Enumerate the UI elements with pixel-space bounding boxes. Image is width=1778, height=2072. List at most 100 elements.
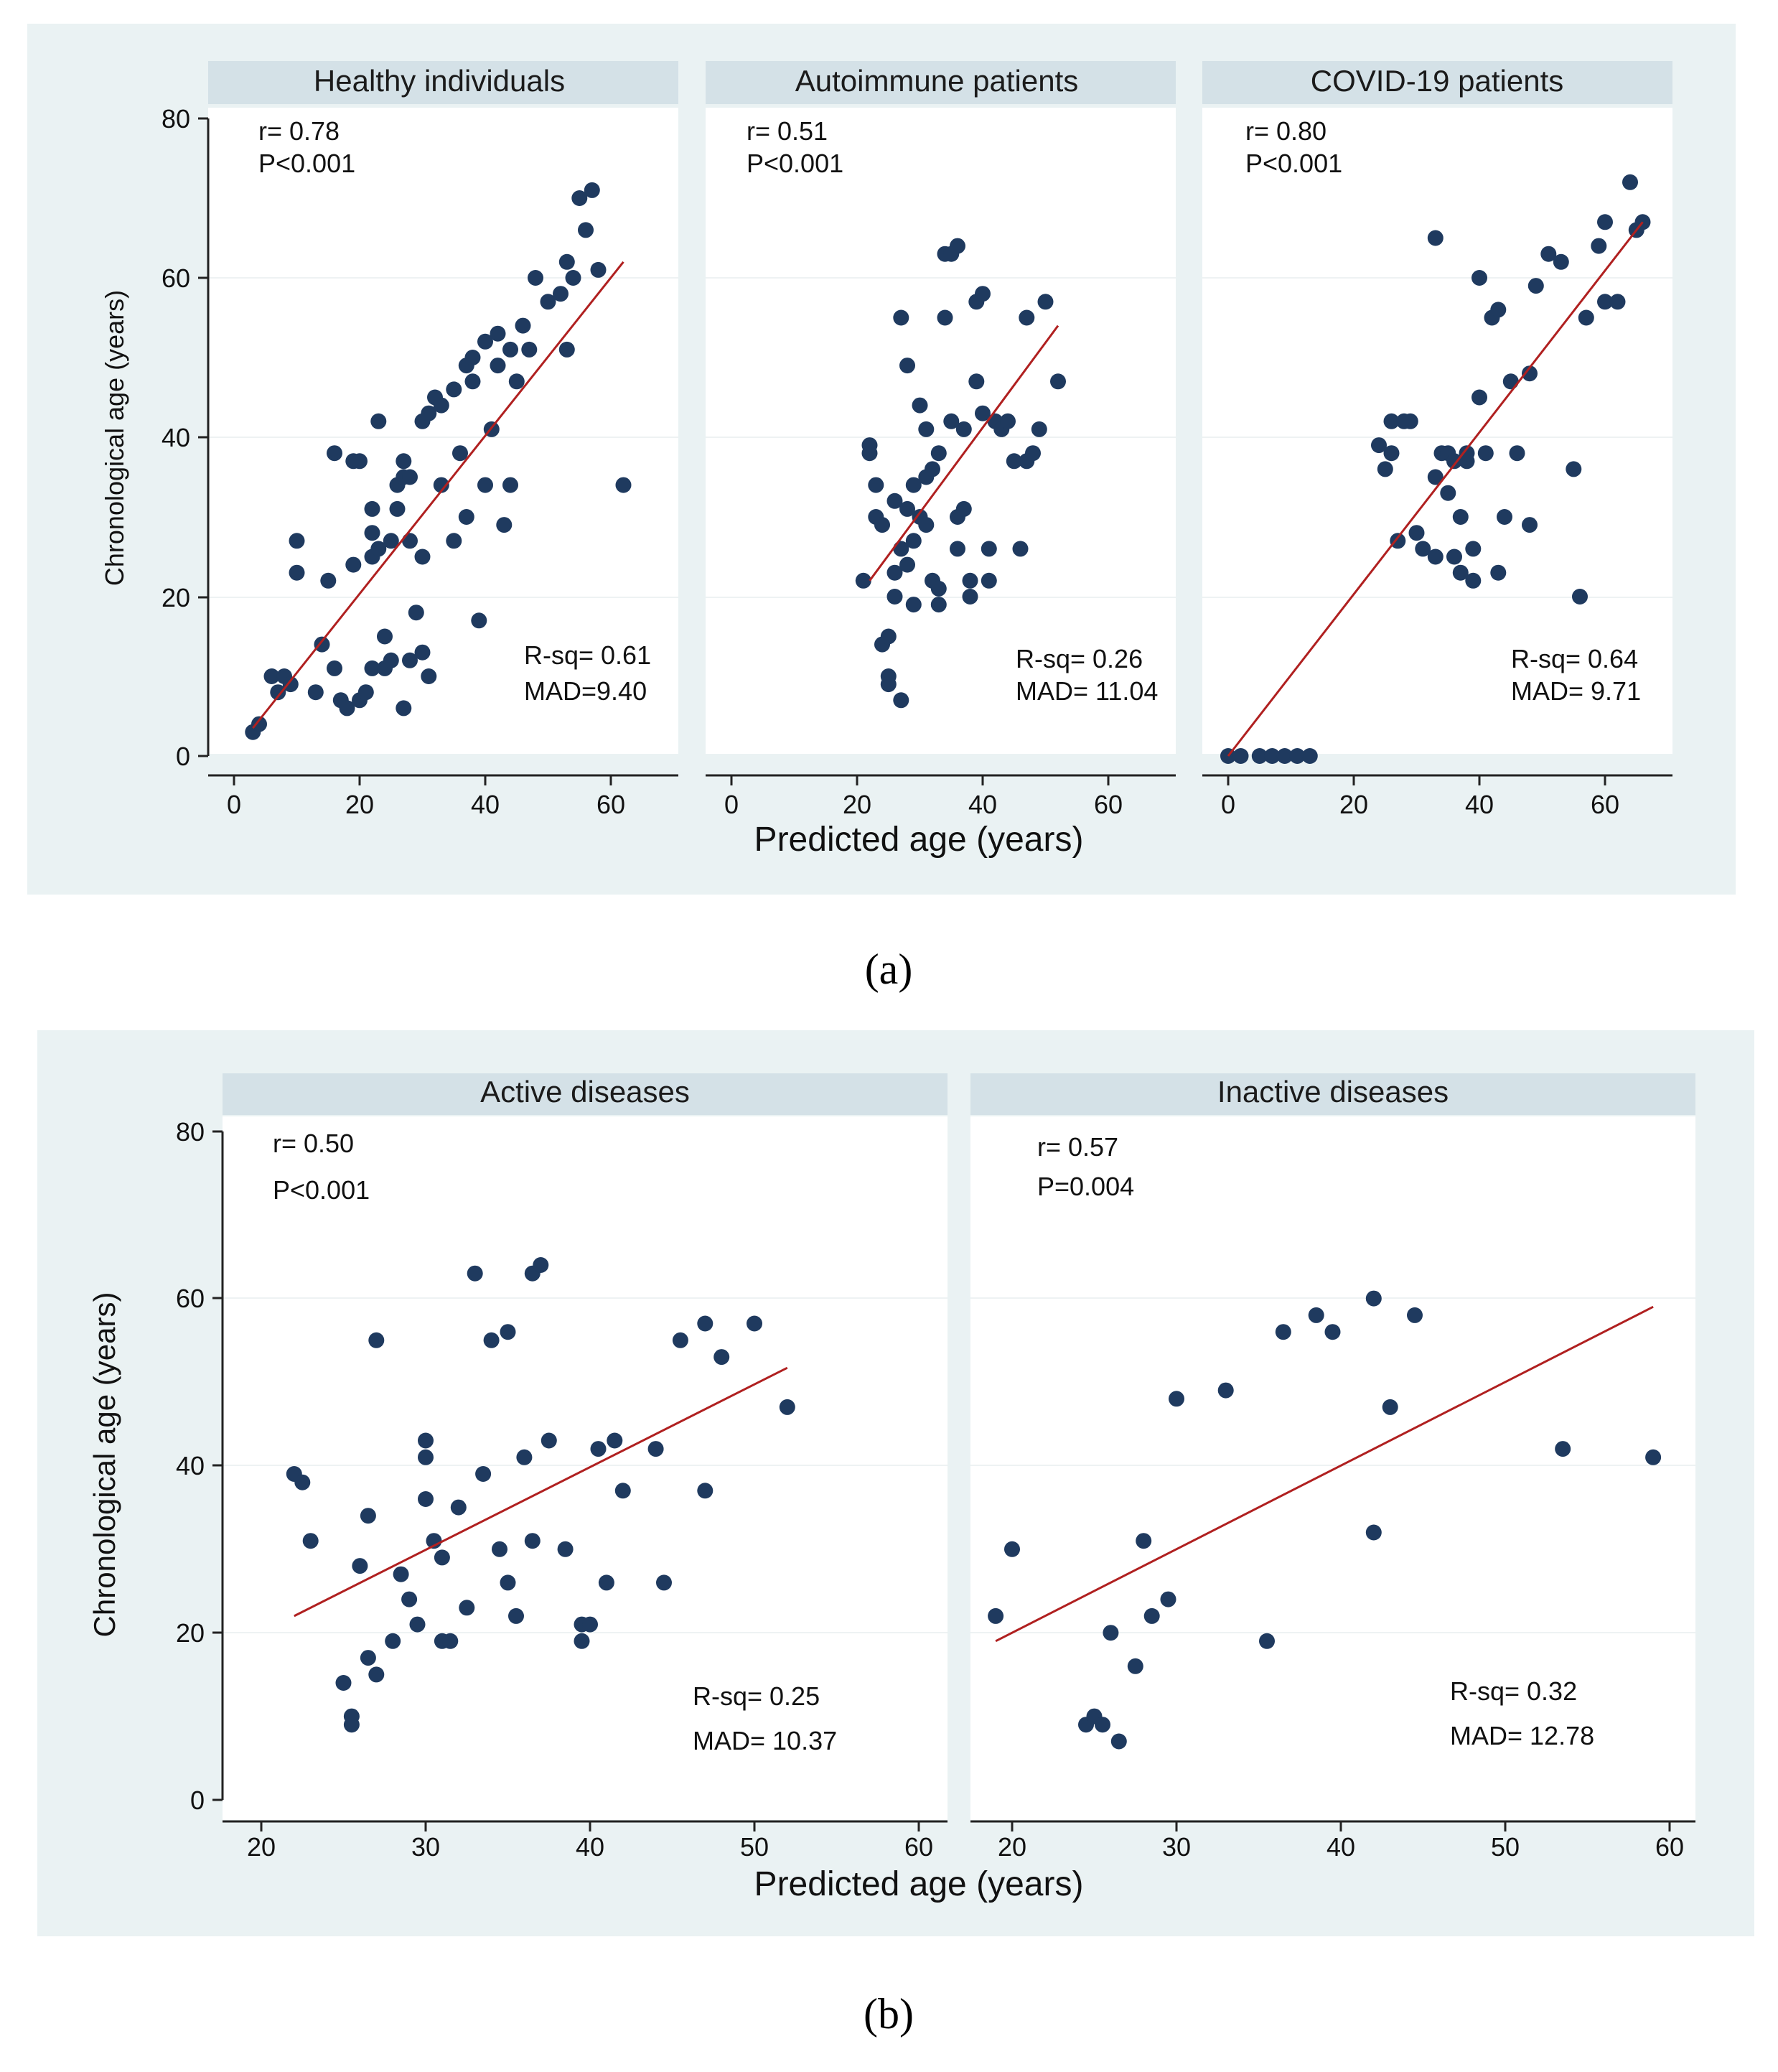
panel-inactive: Inactive diseases r= 0.57 P=0.004 R-sq= …	[970, 1073, 1695, 1820]
data-point	[370, 413, 387, 429]
panel-title: Active diseases	[480, 1075, 690, 1109]
data-point	[502, 477, 518, 493]
rsq-value: R-sq= 0.26	[1016, 644, 1143, 673]
data-point	[368, 1332, 385, 1348]
data-point	[402, 469, 418, 485]
data-point	[467, 1265, 483, 1282]
data-point	[1553, 253, 1569, 270]
x-tick-label: 50	[1491, 1832, 1520, 1862]
data-point	[464, 373, 481, 390]
data-point	[1365, 1290, 1382, 1307]
data-point	[414, 644, 431, 661]
data-point	[672, 1332, 688, 1348]
data-point	[950, 541, 965, 557]
x-axes-a: 0 20 40 60 0 20 40 60 0 20	[208, 774, 1672, 859]
panel-healthy: Healthy individuals r= 0.78 P<0.001 R-sq…	[208, 61, 678, 754]
data-point	[418, 1449, 434, 1465]
data-point	[1095, 1717, 1110, 1733]
data-point	[647, 1441, 664, 1457]
data-point	[446, 533, 462, 549]
x-tick-label: 40	[576, 1832, 604, 1862]
data-point	[968, 373, 985, 390]
x-ticks-panel-inactive: 20 30 40 50 60	[998, 1821, 1684, 1862]
data-point	[1471, 389, 1487, 406]
data-point	[578, 222, 594, 238]
data-point	[396, 453, 412, 470]
data-point	[377, 628, 393, 645]
data-point	[433, 477, 449, 493]
plot-area	[706, 108, 1176, 754]
data-point	[1276, 748, 1293, 764]
data-point	[339, 700, 355, 717]
data-point	[327, 445, 342, 462]
data-point	[500, 1324, 516, 1340]
x-tick-label: 20	[247, 1832, 276, 1862]
data-point	[950, 238, 965, 254]
x-tick-label: 0	[227, 790, 241, 819]
data-point	[905, 477, 922, 493]
data-point	[981, 572, 997, 589]
data-point	[975, 286, 991, 302]
y-axis-title: Chronological age (years)	[88, 1292, 121, 1638]
data-point	[421, 405, 437, 421]
data-point	[401, 1591, 418, 1607]
x-tick-label: 0	[724, 790, 739, 819]
mad-value: MAD= 11.04	[1016, 676, 1158, 706]
x-ticks-panel-3: 0 20 40 60	[1221, 775, 1619, 819]
data-point	[1324, 1324, 1341, 1340]
data-point	[584, 182, 600, 198]
panel-title: Autoimmune patients	[795, 64, 1079, 98]
data-point	[886, 493, 903, 509]
data-point	[327, 660, 342, 676]
data-point	[1408, 525, 1425, 541]
data-point	[1402, 413, 1418, 429]
y-tick-label: 40	[176, 1451, 205, 1480]
data-point	[294, 1474, 311, 1490]
data-point	[450, 1499, 467, 1516]
points-autoimmune	[855, 238, 1066, 709]
data-point	[1465, 572, 1482, 589]
data-point	[408, 605, 424, 621]
mad-value: MAD= 12.78	[1450, 1721, 1594, 1750]
data-point	[418, 1491, 434, 1507]
data-point	[1622, 174, 1638, 190]
data-point	[930, 580, 947, 597]
r-value: r= 0.50	[273, 1129, 354, 1158]
data-point	[402, 533, 418, 549]
data-point	[1522, 517, 1538, 533]
data-point	[713, 1349, 730, 1366]
data-point	[1169, 1391, 1184, 1407]
mad-value: MAD= 10.37	[693, 1726, 837, 1755]
x-tick-label: 60	[904, 1832, 933, 1862]
plot-area	[223, 1116, 948, 1820]
p-value: P=0.004	[1037, 1172, 1134, 1201]
y-tick-label: 20	[176, 1618, 205, 1648]
panel-title: Inactive diseases	[1217, 1075, 1449, 1109]
data-point	[364, 660, 380, 676]
data-point	[1465, 541, 1482, 557]
data-point	[1232, 748, 1249, 764]
x-tick-label: 40	[968, 790, 997, 819]
data-point	[1308, 1307, 1324, 1323]
data-point	[1127, 1658, 1143, 1674]
x-tick-label: 50	[740, 1832, 769, 1862]
data-point	[302, 1533, 319, 1549]
y-tick-label: 80	[176, 1117, 205, 1147]
data-point	[1459, 445, 1475, 462]
points-active	[286, 1257, 795, 1733]
data-point	[368, 1666, 385, 1683]
data-point	[1143, 1607, 1160, 1624]
data-point	[1566, 461, 1582, 477]
rsq-value: R-sq= 0.32	[1450, 1676, 1577, 1706]
data-point	[1427, 469, 1444, 485]
data-point	[607, 1432, 623, 1449]
data-point	[1377, 461, 1393, 477]
x-tick-label: 30	[1162, 1832, 1191, 1862]
panel-strip	[208, 61, 678, 104]
y-tick-label: 60	[162, 263, 190, 293]
data-point	[352, 1558, 368, 1574]
y-tick-label: 40	[162, 423, 190, 452]
data-point	[1264, 748, 1281, 764]
data-point	[533, 1257, 549, 1273]
data-point	[490, 325, 506, 342]
